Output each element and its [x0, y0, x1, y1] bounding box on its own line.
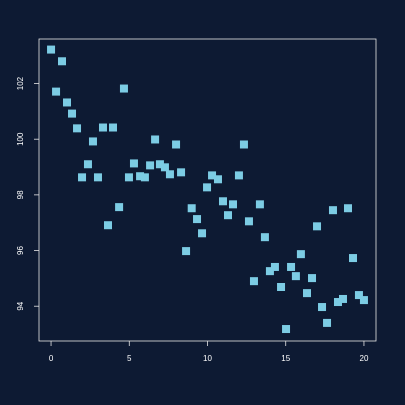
point: [287, 262, 296, 271]
point: [63, 98, 72, 107]
point: [234, 171, 243, 180]
point: [109, 123, 118, 132]
point: [229, 200, 238, 209]
x-tick-label: 20: [360, 354, 369, 363]
point: [338, 294, 347, 303]
point: [172, 140, 181, 149]
point: [136, 172, 145, 181]
point: [308, 274, 317, 283]
point: [318, 303, 327, 312]
point: [83, 160, 92, 169]
point: [328, 206, 337, 215]
point: [115, 203, 124, 212]
point: [78, 173, 87, 182]
point: [313, 222, 322, 231]
point: [146, 161, 155, 170]
point: [208, 171, 217, 180]
point: [291, 272, 300, 281]
point: [343, 204, 352, 213]
point: [198, 229, 207, 238]
point: [177, 168, 186, 177]
point: [359, 296, 368, 305]
y-tick-label: 94: [16, 301, 25, 310]
point: [155, 160, 164, 169]
point: [218, 197, 227, 206]
point: [255, 200, 264, 209]
point: [277, 283, 286, 292]
point: [129, 159, 138, 168]
point: [160, 163, 169, 172]
point: [182, 247, 191, 256]
x-tick-label: 0: [49, 354, 54, 363]
point: [354, 291, 363, 300]
point: [52, 87, 61, 96]
point: [88, 137, 97, 146]
point: [203, 183, 212, 192]
point: [270, 262, 279, 271]
point: [140, 173, 149, 182]
point: [57, 57, 66, 66]
point: [119, 84, 128, 93]
point: [187, 204, 196, 213]
x-tick-label: 10: [203, 354, 212, 363]
point: [296, 250, 305, 259]
point: [223, 211, 232, 220]
x-tick-label: 15: [281, 354, 290, 363]
point: [151, 135, 160, 144]
point: [165, 170, 174, 179]
point: [333, 298, 342, 307]
point: [47, 45, 56, 54]
point: [282, 325, 291, 334]
point: [249, 277, 258, 286]
point: [303, 289, 312, 298]
point: [265, 267, 274, 276]
point: [98, 123, 107, 132]
point: [73, 124, 82, 133]
x-tick-label: 5: [127, 354, 132, 363]
y-tick-label: 102: [16, 76, 25, 90]
point: [260, 233, 269, 242]
point: [68, 109, 77, 118]
y-tick-label: 98: [16, 190, 25, 199]
y-tick-label: 96: [16, 246, 25, 255]
point: [213, 175, 222, 184]
point: [103, 221, 112, 230]
point: [124, 173, 133, 182]
y-tick-label: 100: [16, 132, 25, 146]
point: [349, 254, 358, 263]
point: [93, 173, 102, 182]
point: [323, 318, 332, 327]
point: [193, 215, 202, 224]
point: [244, 217, 253, 226]
point: [239, 140, 248, 149]
